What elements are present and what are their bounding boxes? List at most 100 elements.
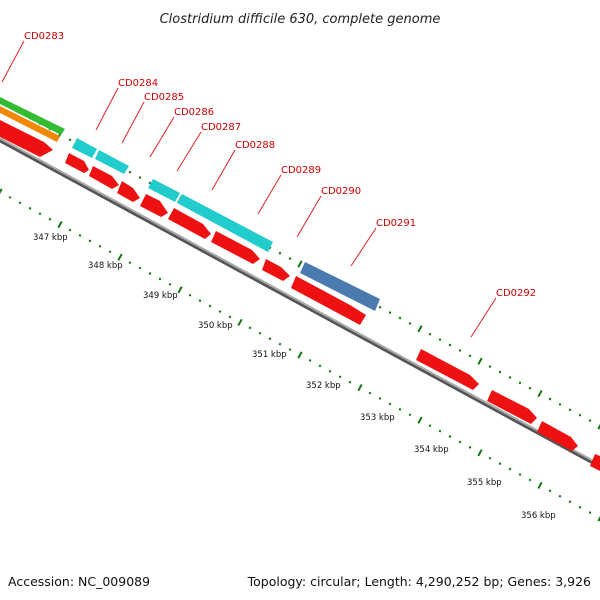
minor-tick — [168, 282, 172, 286]
kbp-tick-label: 354 kbp — [414, 445, 449, 455]
minor-tick — [428, 424, 432, 428]
cds-CD0289 — [262, 259, 290, 281]
backbone-line — [0, 137, 600, 466]
minor-tick — [528, 478, 532, 482]
minor-tick — [388, 311, 392, 315]
minor-tick — [408, 413, 412, 417]
major-tick — [597, 423, 600, 430]
gene-label: CD0285 — [144, 92, 184, 103]
minor-tick — [518, 381, 522, 385]
cds-CD0285 — [89, 166, 119, 189]
major-tick — [477, 357, 483, 365]
minor-tick — [158, 277, 162, 281]
minor-tick — [588, 419, 592, 423]
cds-CD0284 — [65, 153, 89, 173]
minor-tick — [218, 310, 222, 313]
minor-tick — [148, 181, 152, 185]
gene-label: CD0292 — [496, 288, 536, 299]
kbp-tick-label: 347 kbp — [33, 233, 68, 243]
minor-tick — [208, 304, 212, 308]
minor-tick — [438, 338, 442, 342]
minor-tick — [398, 316, 402, 320]
minor-tick — [38, 212, 42, 216]
minor-tick — [288, 257, 292, 261]
minor-tick — [278, 342, 282, 346]
cds-CD0292c — [537, 421, 578, 451]
backbone-shadow — [0, 138, 600, 468]
minor-tick — [228, 315, 232, 319]
minor-tick — [288, 348, 292, 351]
major-tick — [297, 260, 303, 268]
kbp-tick-label: 355 kbp — [467, 478, 502, 488]
rna-feature-4 — [177, 194, 273, 252]
minor-tick — [138, 266, 142, 270]
rna-feature-2 — [95, 150, 129, 174]
minor-tick — [408, 321, 412, 325]
inner-tick-track — [0, 188, 600, 522]
gene-label: CD0286 — [174, 107, 214, 118]
minor-tick — [548, 489, 552, 493]
gene-label: CD0290 — [321, 186, 361, 197]
minor-tick — [468, 445, 472, 449]
gene-label: CD0287 — [201, 122, 241, 133]
kbp-tick-label: 351 kbp — [252, 350, 287, 360]
minor-tick — [508, 375, 512, 379]
cds-CD0287 — [140, 194, 168, 217]
major-tick — [297, 351, 303, 359]
gene-label: CD0288 — [235, 140, 275, 151]
minor-tick — [278, 251, 282, 255]
minor-tick — [138, 176, 142, 180]
minor-tick — [568, 500, 572, 504]
cds-CD0292a — [416, 349, 479, 390]
major-tick — [357, 384, 363, 392]
major-tick — [0, 188, 3, 195]
minor-tick — [268, 337, 272, 341]
minor-tick — [428, 332, 432, 336]
cds-edge — [590, 454, 600, 471]
minor-tick — [528, 386, 532, 390]
cds-CD0292b — [487, 390, 537, 424]
cds-CD0290 — [291, 276, 366, 325]
minor-tick — [558, 402, 562, 406]
minor-tick — [398, 407, 402, 411]
minor-tick — [68, 228, 72, 232]
minor-tick — [508, 467, 512, 471]
minor-tick — [558, 494, 562, 498]
minor-tick — [378, 305, 382, 309]
minor-tick — [578, 505, 582, 509]
minor-tick — [548, 397, 552, 401]
minor-tick — [328, 369, 332, 373]
cds-CD0286 — [117, 181, 140, 202]
minor-tick — [68, 138, 72, 142]
minor-tick — [368, 391, 372, 395]
minor-tick — [448, 343, 452, 347]
major-tick — [57, 221, 63, 229]
orange-feature — [0, 106, 60, 142]
minor-tick — [128, 170, 132, 174]
minor-tick — [498, 462, 502, 466]
minor-tick — [308, 359, 312, 362]
minor-tick — [108, 250, 112, 254]
minor-tick — [488, 365, 492, 369]
kbp-tick-label: 349 kbp — [143, 291, 178, 301]
minor-tick — [128, 261, 132, 265]
kbp-tick-label: 356 kbp — [521, 511, 556, 521]
gene-label: CD0284 — [118, 78, 158, 89]
minor-tick — [518, 473, 522, 476]
minor-tick — [458, 440, 462, 444]
cds-CD0288b — [211, 231, 260, 264]
minor-tick — [488, 456, 492, 460]
minor-tick — [8, 196, 12, 199]
minor-tick — [568, 408, 572, 412]
minor-tick — [348, 380, 352, 384]
minor-tick — [198, 299, 202, 303]
major-tick — [417, 416, 423, 424]
minor-tick — [188, 293, 192, 297]
minor-tick — [468, 354, 472, 358]
major-tick — [537, 390, 543, 398]
minor-tick — [578, 413, 582, 417]
minor-tick — [378, 397, 382, 400]
major-tick — [177, 286, 183, 294]
major-tick — [117, 253, 123, 261]
green-feature — [0, 97, 65, 135]
